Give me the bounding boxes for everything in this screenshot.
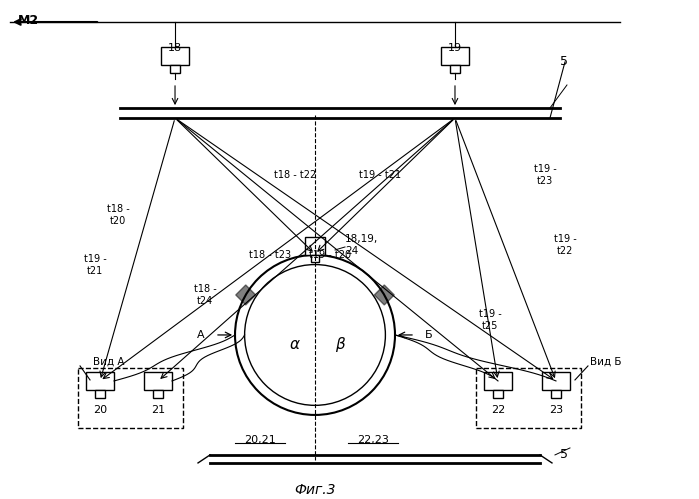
Polygon shape (374, 285, 394, 305)
Text: t18 - t22: t18 - t22 (274, 170, 316, 180)
Text: t19 - t21: t19 - t21 (359, 170, 401, 180)
Text: α: α (290, 337, 300, 352)
Polygon shape (236, 285, 256, 305)
Text: β: β (335, 337, 345, 352)
Bar (551, 390, 561, 398)
Bar (484, 372, 512, 390)
Bar (305, 237, 325, 255)
Text: Б: Б (425, 330, 433, 340)
Bar (542, 372, 570, 390)
Text: 18,19,
24: 18,19, 24 (345, 234, 378, 256)
Text: 21: 21 (151, 405, 165, 415)
Bar (161, 47, 189, 65)
Text: 5: 5 (560, 449, 568, 462)
Text: 18: 18 (168, 43, 182, 53)
Bar (153, 390, 163, 398)
Text: Вид А: Вид А (93, 357, 124, 367)
Text: t18 - t23: t18 - t23 (249, 250, 291, 260)
Bar (144, 372, 172, 390)
Text: М2: М2 (18, 14, 39, 27)
Bar (450, 65, 460, 73)
Text: 22,23: 22,23 (357, 435, 389, 445)
Bar (441, 47, 469, 65)
Text: t19 - t20: t19 - t20 (309, 250, 351, 260)
Text: t19 -
t22: t19 - t22 (554, 234, 577, 256)
Bar (170, 65, 180, 73)
Text: 20,21: 20,21 (244, 435, 276, 445)
Text: 19: 19 (448, 43, 462, 53)
Bar (493, 390, 503, 398)
Text: Фиг.3: Фиг.3 (294, 483, 336, 497)
Text: t19 -
t25: t19 - t25 (479, 309, 501, 331)
Text: t19 -
t23: t19 - t23 (533, 164, 556, 186)
Text: t18 -
t20: t18 - t20 (107, 204, 129, 226)
Bar (95, 390, 105, 398)
Bar (86, 372, 114, 390)
Text: t18 -
t24: t18 - t24 (194, 284, 217, 306)
Text: 22: 22 (491, 405, 505, 415)
Text: Вид Б: Вид Б (590, 357, 621, 367)
Text: 5: 5 (560, 55, 568, 68)
Text: 20: 20 (93, 405, 107, 415)
Bar (311, 255, 319, 262)
Text: А: А (197, 330, 205, 340)
Text: t19 -
t21: t19 - t21 (84, 254, 106, 276)
Text: 23: 23 (549, 405, 563, 415)
